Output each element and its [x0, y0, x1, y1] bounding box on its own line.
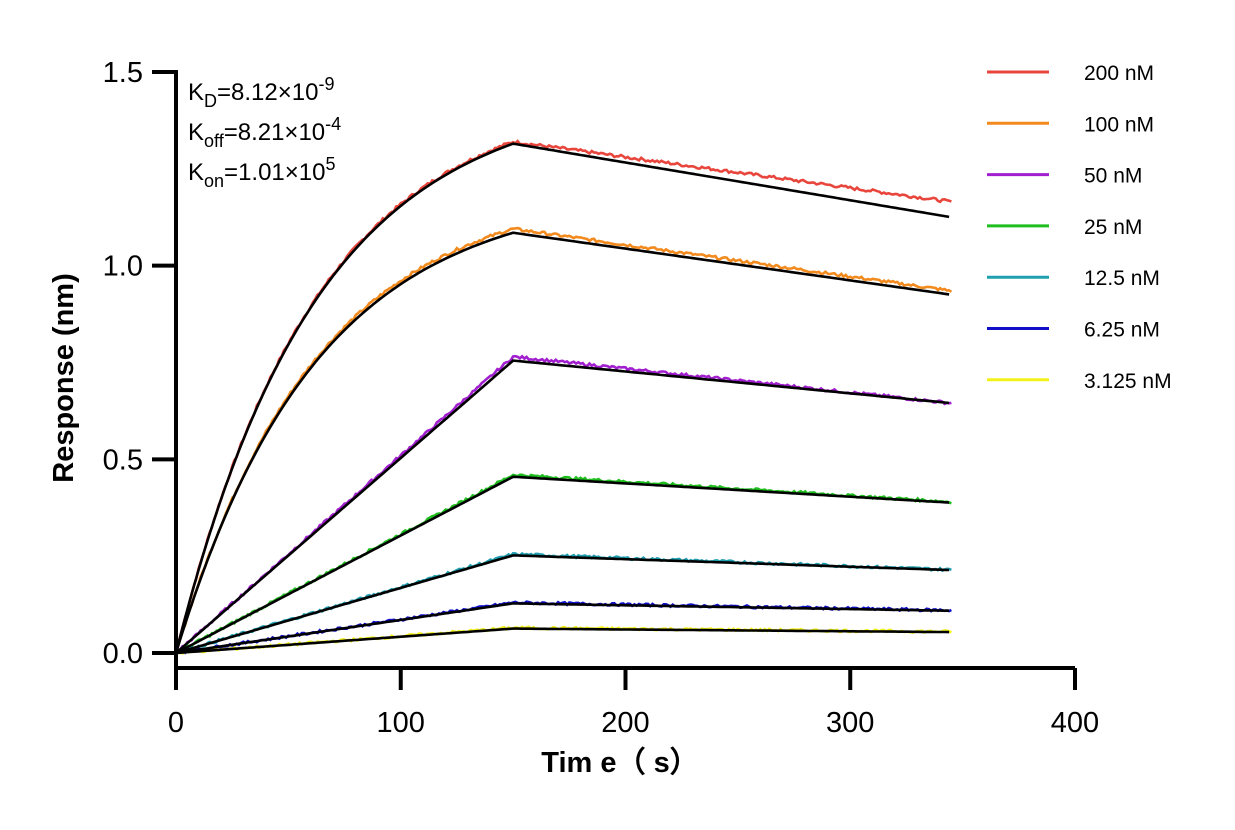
y-tick-label-0.0: 0.0: [103, 638, 143, 670]
legend-label-6-25-nm: 6.25 nM: [1084, 319, 1160, 342]
x-tick-label-300: 300: [826, 707, 874, 739]
series-line-200-nm: [174, 139, 952, 654]
legend-label-100-nm: 100 nM: [1084, 113, 1154, 136]
legend-label-50-nm: 50 nM: [1084, 165, 1142, 188]
legend: 200 nM 100 nM 50 nM 25 nM 12.5 nM 6.25 nM 3.12…: [987, 62, 1172, 393]
x-tick-label-100: 100: [377, 707, 425, 739]
fit-line-7: [175, 627, 950, 655]
fit-line-5: [175, 554, 950, 655]
fit-line-1: [174, 142, 950, 654]
x-tick-label-200: 200: [601, 707, 649, 739]
y-axis-title: Response (nm): [48, 273, 80, 482]
fit-line-4: [175, 475, 950, 655]
legend-label-12-5-nm: 12.5 nM: [1084, 267, 1160, 290]
series-line-100-nm: [174, 226, 953, 654]
x-axis-title: Tim e（ s）: [541, 746, 698, 779]
kinetic-constant-off: Koff=8.21×10-4: [188, 114, 341, 151]
kinetic-constant-on: Kon=1.01×105: [188, 154, 336, 191]
plot-lines: [174, 139, 953, 655]
fit-line-6: [175, 602, 950, 655]
y-tick-label-1.0: 1.0: [103, 251, 143, 283]
fit-line-2: [174, 231, 950, 654]
axes: 0 100 200 300 400 0.0 0.5 1.0 1.5: [103, 57, 1100, 739]
legend-label-200-nm: 200 nM: [1084, 62, 1154, 85]
fit-line-3: [175, 359, 950, 654]
y-tick-label-0.5: 0.5: [103, 444, 143, 476]
y-tick-label-1.5: 1.5: [103, 57, 143, 89]
x-tick-label-400: 400: [1051, 707, 1099, 739]
legend-label-25-nm: 25 nM: [1084, 216, 1142, 239]
legend-label-3-125-nm: 3.125 nM: [1084, 370, 1172, 393]
x-tick-label-0: 0: [168, 707, 184, 739]
kinetic-constant-d: KD=8.12×10-9: [188, 74, 334, 111]
